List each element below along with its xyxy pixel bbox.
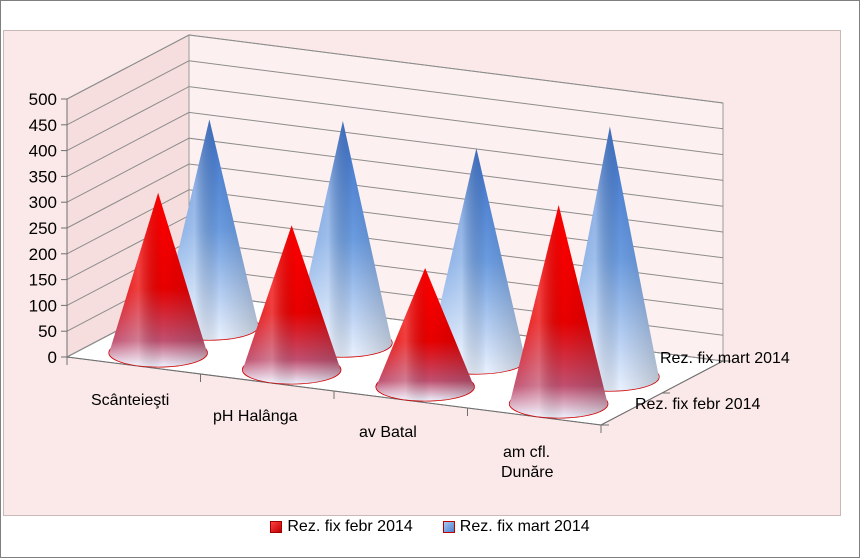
y-tick-label: 500 (29, 90, 57, 109)
y-tick-label: 400 (29, 142, 57, 161)
y-tick-label: 350 (29, 167, 57, 186)
legend: Rez. fix febr 2014 Rez. fix mart 2014 (1, 515, 859, 539)
y-tick-label: 300 (29, 193, 57, 212)
cone-shading (509, 205, 608, 418)
y-tick-label: 450 (29, 116, 57, 135)
y-tick-label: 250 (29, 219, 57, 238)
cone-febr-2 (241, 225, 342, 385)
depth-label-mart: Rez. fix mart 2014 (660, 350, 790, 367)
cone-febr-3 (375, 268, 475, 402)
cone-shading (242, 225, 341, 384)
y-tick-label: 200 (29, 245, 57, 264)
category-label: Scânteieşti (91, 392, 169, 409)
legend-label-febr: Rez. fix febr 2014 (287, 518, 413, 535)
gridline (66, 111, 724, 181)
category-label: pH Halânga (213, 408, 298, 425)
legend-swatch-red (270, 521, 283, 533)
gridline (66, 34, 724, 104)
legend-item-febr: Rez. fix febr 2014 (270, 518, 413, 536)
cone-shading (376, 268, 475, 401)
gridline (66, 86, 724, 156)
y-tick-label: 150 (29, 271, 57, 290)
gridline (66, 189, 724, 259)
category-label: av Batal (359, 424, 417, 441)
cone-shading (293, 120, 392, 357)
cone-shading (427, 148, 526, 374)
y-tick-label: 0 (48, 348, 57, 367)
cone-febr-4 (508, 205, 609, 419)
cone-shading (109, 192, 208, 367)
category-label: am cfl. Dunăre (501, 444, 554, 481)
gridline (66, 60, 724, 130)
y-tick-label: 50 (38, 322, 57, 341)
legend-label-mart: Rez. fix mart 2014 (459, 518, 590, 535)
depth-label-febr: Rez. fix febr 2014 (635, 396, 761, 413)
cone-febr-1 (108, 192, 208, 368)
cone-mart-3 (426, 148, 527, 375)
legend-swatch-blue (442, 521, 455, 533)
y-tick-label: 100 (29, 296, 57, 315)
gridline (66, 163, 724, 233)
gridline (66, 137, 724, 207)
legend-item-mart: Rez. fix mart 2014 (442, 518, 590, 536)
